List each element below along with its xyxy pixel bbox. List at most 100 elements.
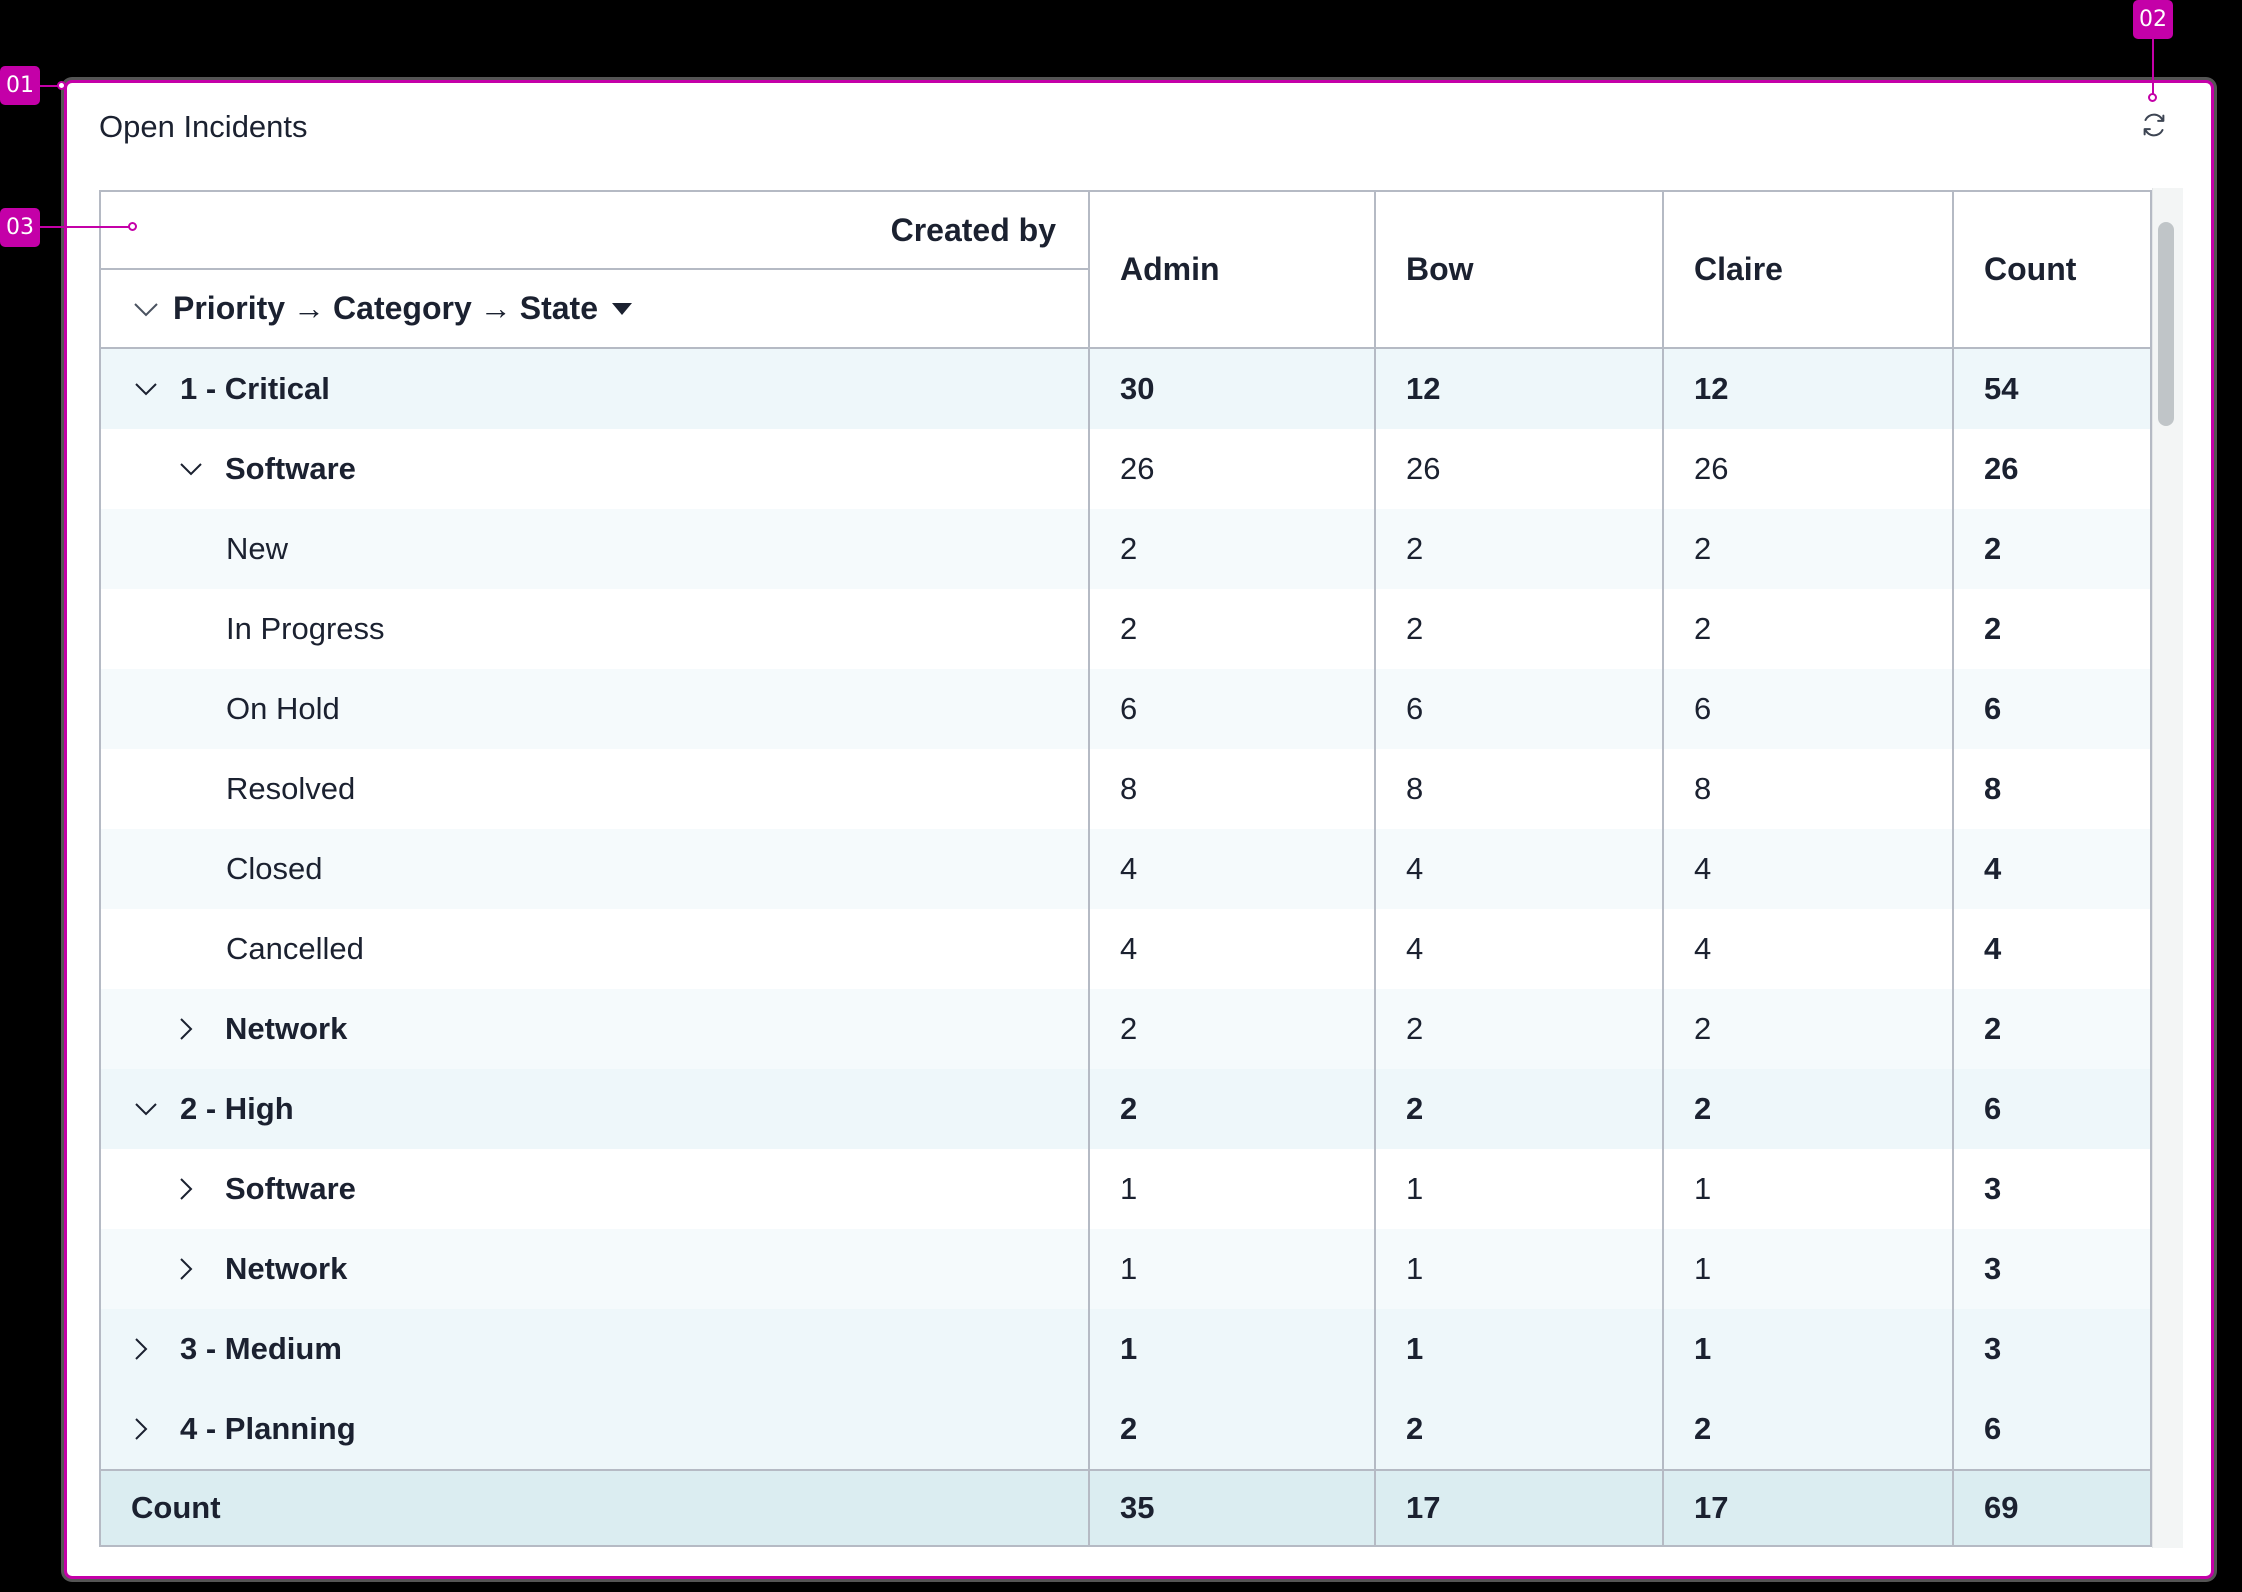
caret-down-icon[interactable] [611,302,632,316]
row-label-cell: 2 - High [101,1069,1088,1149]
cell-count: 54 [1952,349,2149,429]
row-label: In Progress [226,611,385,646]
cell-bow: 4 [1374,909,1662,989]
refresh-icon [2139,110,2169,145]
row-label: 2 - High [180,1091,294,1126]
row-label-cell: 1 - Critical [101,349,1088,429]
cell-admin: 2 [1088,989,1374,1069]
cell-count: 4 [1952,909,2149,989]
cell-claire: 8 [1662,749,1952,829]
cell-bow: 26 [1374,429,1662,509]
column-header-bow[interactable]: Bow [1374,192,1662,347]
cell-claire: 1 [1662,1229,1952,1309]
chevron-down-icon[interactable] [179,462,205,476]
cell-count: 2 [1952,509,2149,589]
refresh-button[interactable] [2137,110,2171,144]
row-label-cell: In Progress [101,589,1088,669]
cell-admin: 4 [1088,829,1374,909]
chevron-down-icon[interactable] [134,1102,160,1116]
annotation-line [40,85,60,87]
row-label-cell: Software [101,429,1088,509]
table-body: 1 - Critical 30 12 12 54 Software 26 26 26 26 New 2… [101,349,2150,1469]
row-label-cell: Cancelled [101,909,1088,989]
table-row[interactable]: Network 1 1 1 3 [101,1229,2150,1309]
row-label: Resolved [226,771,356,806]
row-label: New [226,531,289,566]
cell-claire: 2 [1662,509,1952,589]
cell-admin: 2 [1088,1389,1374,1469]
chevron-down-icon[interactable] [134,382,160,396]
table-row[interactable]: 2 - High 2 2 2 6 [101,1069,2150,1149]
cell-admin: 1 [1088,1149,1374,1229]
row-label-cell: Software [101,1149,1088,1229]
cell-count: 4 [1952,829,2149,909]
footer-cell-claire: 17 [1662,1471,1952,1545]
row-label-cell: 3 - Medium [101,1309,1088,1389]
annotation-dot [2148,93,2157,102]
cell-bow: 2 [1374,1389,1662,1469]
cell-admin: 1 [1088,1309,1374,1389]
annotation-line [2152,39,2154,95]
cell-admin: 2 [1088,1069,1374,1149]
row-label: 3 - Medium [180,1331,342,1366]
footer-cell-bow: 17 [1374,1471,1662,1545]
cell-count: 26 [1952,429,2149,509]
chevron-down-icon[interactable] [133,301,161,317]
column-header-label: Claire [1694,251,1783,287]
cell-bow: 1 [1374,1309,1662,1389]
cell-count: 6 [1952,1069,2149,1149]
table-row[interactable]: 4 - Planning 2 2 2 6 [101,1389,2150,1469]
chevron-right-icon[interactable] [134,1417,160,1441]
cell-admin: 30 [1088,349,1374,429]
row-label-cell: Network [101,1229,1088,1309]
chevron-right-icon[interactable] [179,1257,205,1281]
table-row[interactable]: Software 1 1 1 3 [101,1149,2150,1229]
cell-bow: 4 [1374,829,1662,909]
table-row[interactable]: Software 26 26 26 26 [101,429,2150,509]
footer-cell-count: 69 [1952,1471,2149,1545]
table-row: New 2 2 2 2 [101,509,2150,589]
group-level-category: Category [333,290,472,326]
cell-claire: 2 [1662,1389,1952,1469]
table-header: Created by [101,192,1088,270]
pivot-table: Created by Priority → Category → State A… [99,190,2152,1547]
group-level-state: State [519,290,598,326]
row-label-cell: New [101,509,1088,589]
cell-admin: 6 [1088,669,1374,749]
cell-admin: 2 [1088,509,1374,589]
footer-label: Count [131,1490,221,1525]
row-label-cell: Network [101,989,1088,1069]
row-label: Software [225,451,356,486]
cell-claire: 2 [1662,589,1952,669]
annotation-dot [128,222,137,231]
scrollbar-thumb[interactable] [2158,222,2174,426]
chevron-right-icon[interactable] [179,1017,205,1041]
column-header-label: Admin [1120,251,1220,287]
arrow-right-icon: → [293,290,326,326]
table-row: On Hold 6 6 6 6 [101,669,2150,749]
cell-count: 2 [1952,589,2149,669]
chevron-right-icon[interactable] [134,1337,160,1361]
column-header-claire[interactable]: Claire [1662,192,1952,347]
table-row[interactable]: Network 2 2 2 2 [101,989,2150,1069]
cell-claire: 12 [1662,349,1952,429]
chevron-right-icon[interactable] [179,1177,205,1201]
annotation-line [40,226,130,228]
footer-cell-admin: 35 [1088,1471,1374,1545]
cell-admin: 2 [1088,589,1374,669]
table-row[interactable]: 3 - Medium 1 1 1 3 [101,1309,2150,1389]
column-header-count[interactable]: Count [1952,192,2149,347]
table-row: Resolved 8 8 8 8 [101,749,2150,829]
table-row[interactable]: 1 - Critical 30 12 12 54 [101,349,2150,429]
table-footer: Count 35 17 17 69 [101,1469,2150,1545]
cell-admin: 1 [1088,1229,1374,1309]
annotation-tag-01: 01 [0,66,40,105]
table-row: Cancelled 4 4 4 4 [101,909,2150,989]
cell-bow: 2 [1374,589,1662,669]
column-header-label: Count [1984,251,2077,287]
cell-bow: 8 [1374,749,1662,829]
table-row: Closed 4 4 4 4 [101,829,2150,909]
column-header-admin[interactable]: Admin [1088,192,1374,347]
cell-bow: 2 [1374,1069,1662,1149]
annotation-dot [57,81,66,90]
